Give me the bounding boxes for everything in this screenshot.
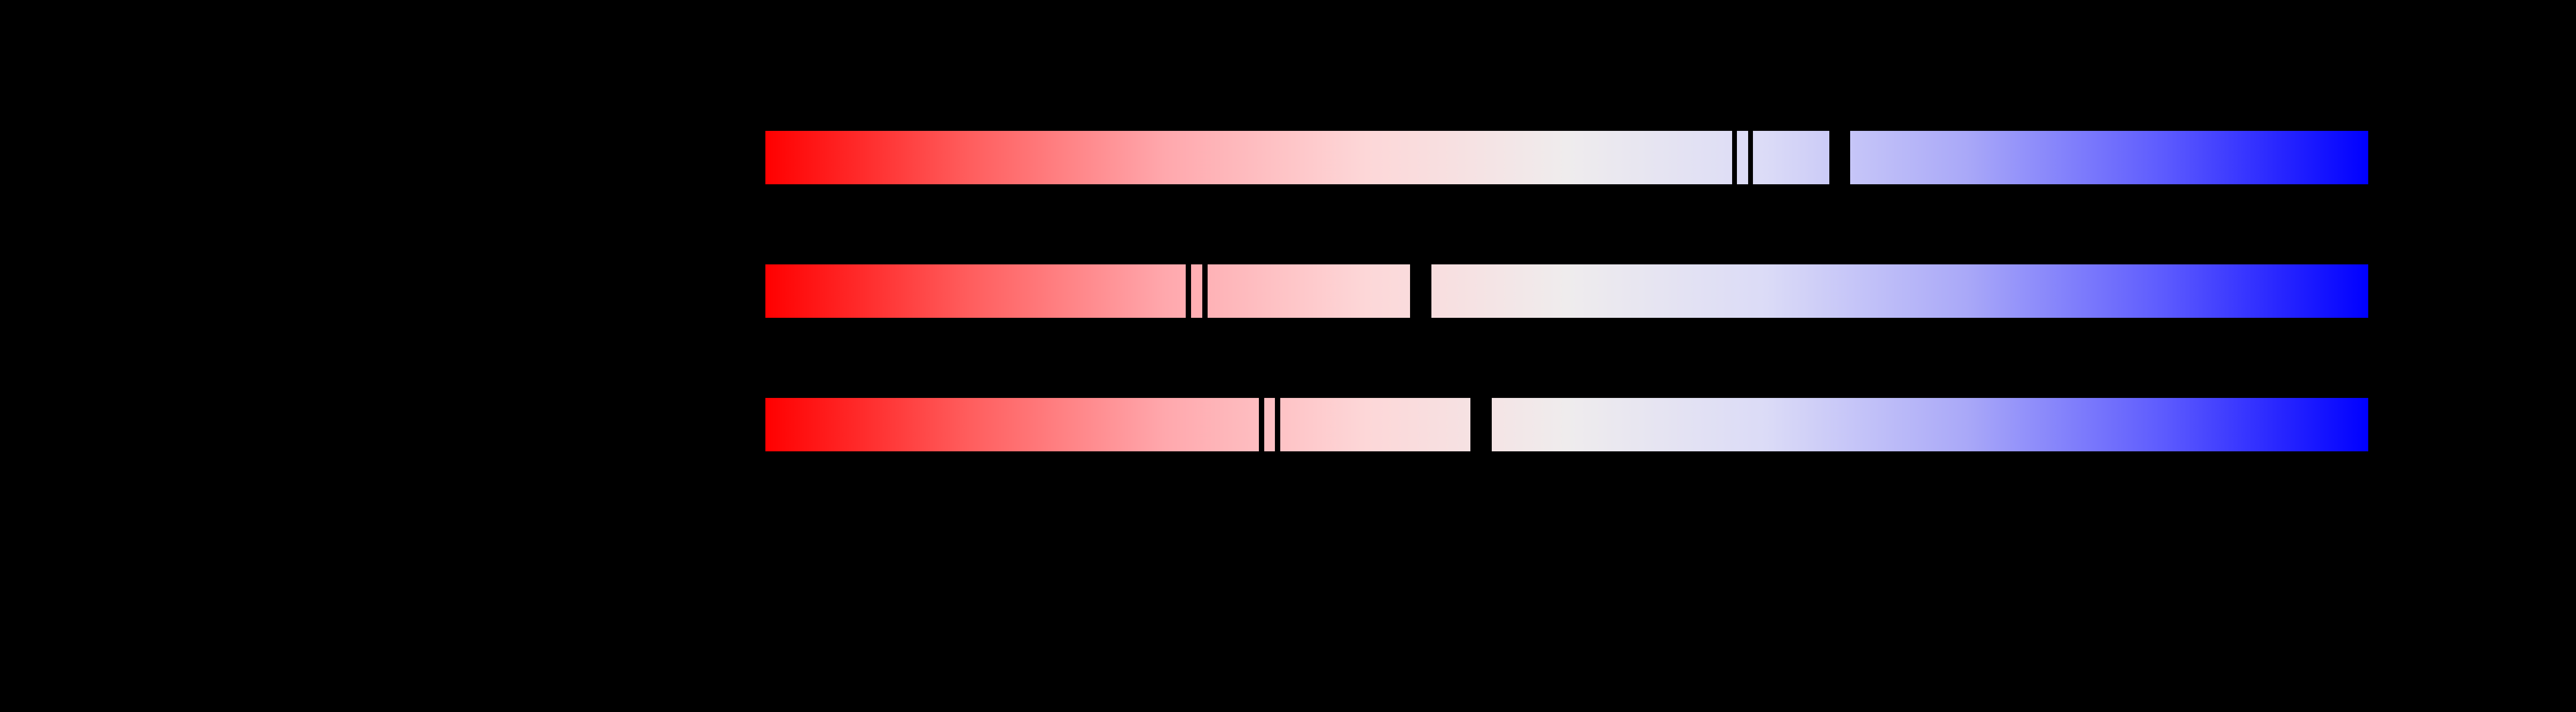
break-marker — [1202, 264, 1208, 318]
gradient-bar-1 — [765, 131, 2368, 184]
gradient-bar-3 — [765, 398, 2368, 451]
break-marker — [1186, 264, 1191, 318]
break-marker — [1829, 131, 1850, 184]
break-marker — [1748, 131, 1753, 184]
break-marker — [1732, 131, 1737, 184]
break-marker — [1259, 398, 1264, 451]
break-marker — [1470, 398, 1492, 451]
break-marker — [1275, 398, 1280, 451]
break-marker — [1410, 264, 1431, 318]
gradient-bar-2 — [765, 264, 2368, 318]
